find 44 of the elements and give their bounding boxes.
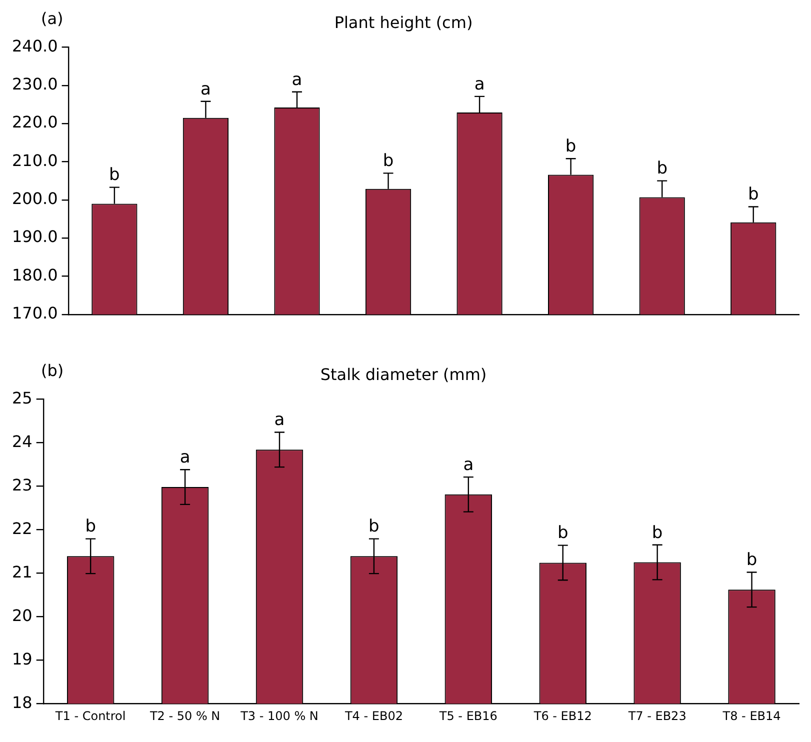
y-tick-label: 24 <box>12 432 32 451</box>
annotation: a <box>474 74 485 94</box>
x-tick-label: T8 - EB14 <box>722 708 781 723</box>
annotation: a <box>292 70 302 90</box>
y-tick-label: 200.0 <box>12 189 58 208</box>
text: (b) <box>41 361 64 380</box>
y-tick-label: 23 <box>12 475 32 494</box>
y-tick-label: 170.0 <box>12 304 58 323</box>
x-tick-label: T7 - EB23 <box>627 708 686 723</box>
y-tick-label: 190.0 <box>12 227 58 246</box>
x-tick-label: T5 - EB16 <box>438 708 498 723</box>
x-tick-label: T2 - 50 % N <box>148 708 220 723</box>
annotation: a <box>274 410 285 430</box>
y-tick-label: 20 <box>12 606 32 625</box>
annotation: a <box>180 448 190 468</box>
annotation: b <box>565 136 576 157</box>
y-tick-label: 210.0 <box>12 150 58 170</box>
x-tick-label: T6 - EB12 <box>532 708 592 723</box>
y-tick-label: 230.0 <box>12 74 58 94</box>
y-tick-label: 240.0 <box>12 36 58 56</box>
chart-title: Stalk diameter (mm) <box>320 364 487 384</box>
x-tick-label: T3 - 100 % N <box>240 708 318 723</box>
x-tick-label: T4 - EB02 <box>344 708 403 723</box>
annotation: b <box>382 151 394 172</box>
text: (a) <box>41 9 64 28</box>
annotation: b <box>656 158 668 179</box>
annotation: b <box>746 550 758 570</box>
y-tick-label: 180.0 <box>12 265 58 284</box>
chart-title: Plant height (cm) <box>334 12 473 32</box>
y-tick-label: 220.0 <box>12 112 58 132</box>
annotation: b <box>557 523 568 544</box>
annotation: b <box>85 516 96 537</box>
y-tick-label: 21 <box>12 562 32 582</box>
annotation: b <box>368 516 380 537</box>
annotation: a <box>463 454 474 475</box>
annotation: a <box>200 79 211 100</box>
y-tick-label: 18 <box>12 692 32 712</box>
annotation: b <box>748 184 759 205</box>
y-tick-label: 19 <box>12 649 32 668</box>
y-tick-label: 25 <box>12 388 32 408</box>
annotation: b <box>652 522 663 543</box>
annotation: b <box>109 165 120 186</box>
y-tick-label: 22 <box>12 518 32 538</box>
x-tick-label: T1 - Control <box>54 708 126 723</box>
